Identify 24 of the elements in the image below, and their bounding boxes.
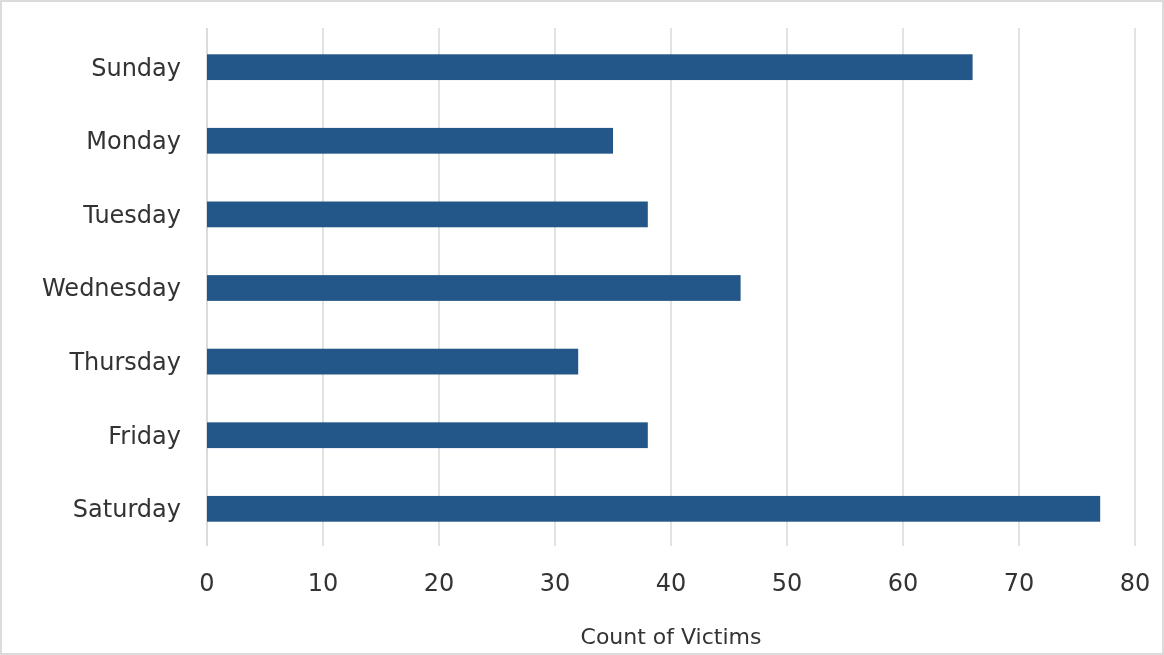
y-tick-label: Monday xyxy=(86,127,181,156)
bar xyxy=(207,348,579,375)
bar xyxy=(207,495,1101,522)
y-tick-label: Saturday xyxy=(72,495,181,524)
x-tick-label: 0 xyxy=(199,569,215,597)
x-tick-label: 30 xyxy=(539,569,571,597)
x-tick-label: 40 xyxy=(655,569,687,597)
x-tick-label: 50 xyxy=(771,569,803,597)
y-tick-label: Thursday xyxy=(68,348,181,377)
bar xyxy=(207,127,613,154)
x-axis-title: Count of Victims xyxy=(580,624,762,649)
x-tick-label: 60 xyxy=(887,569,919,597)
x-tick-label: 70 xyxy=(1003,569,1035,597)
x-tick-label: 10 xyxy=(307,569,339,597)
bar xyxy=(207,54,973,81)
x-tick-label: 20 xyxy=(423,569,455,597)
x-tick-label: 80 xyxy=(1119,569,1151,597)
bar xyxy=(207,201,648,228)
y-tick-label: Sunday xyxy=(91,53,181,82)
y-tick-label: Tuesday xyxy=(82,200,181,229)
bar xyxy=(207,275,741,301)
bar xyxy=(207,422,648,449)
y-tick-label: Friday xyxy=(108,421,181,450)
y-tick-label: Wednesday xyxy=(42,274,181,303)
